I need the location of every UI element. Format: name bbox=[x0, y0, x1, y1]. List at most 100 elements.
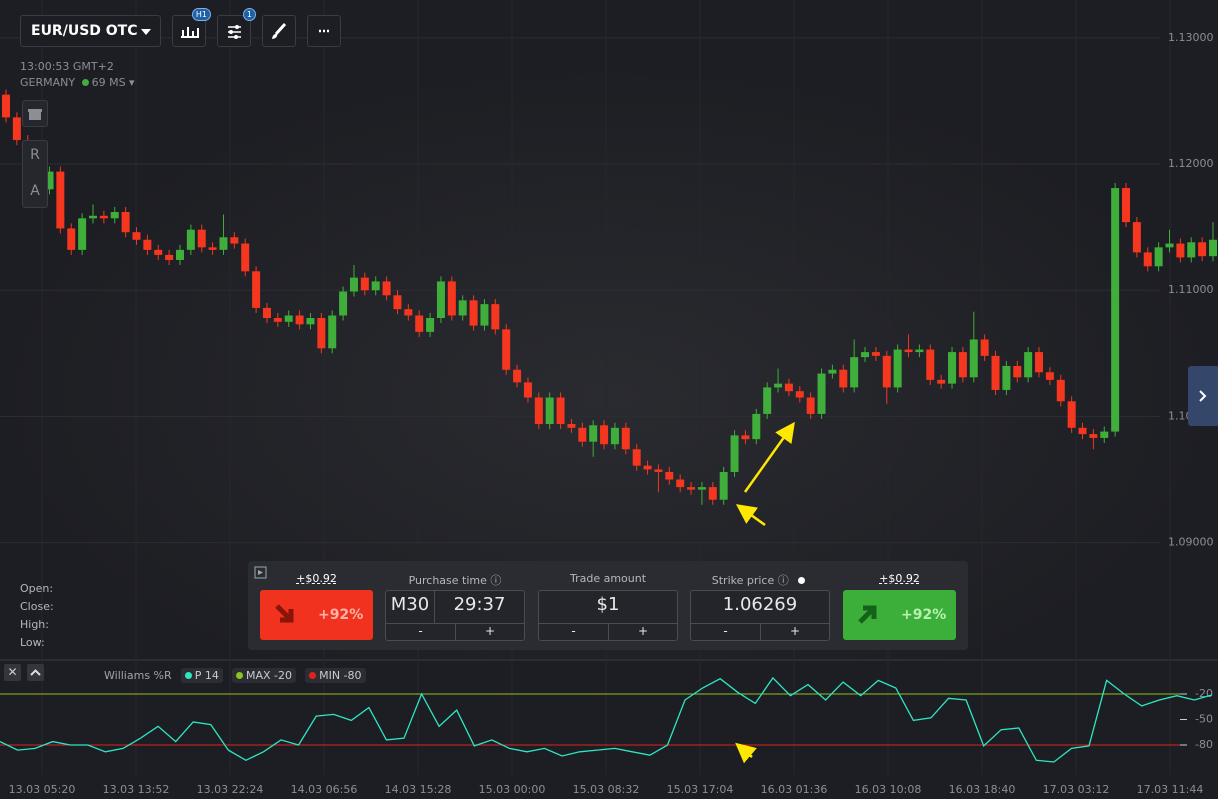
candle-body bbox=[958, 352, 967, 378]
increase-button[interactable]: + bbox=[484, 624, 496, 638]
put-button[interactable]: +92% bbox=[260, 590, 373, 640]
candle-body bbox=[78, 218, 87, 250]
candle-body bbox=[404, 309, 413, 316]
amount[interactable]: $1 bbox=[596, 594, 620, 615]
x-tick-label: 13.03 05:20 bbox=[9, 783, 76, 796]
symbol-selector[interactable]: EUR/USD OTC bbox=[20, 15, 161, 47]
expand-panel-button[interactable] bbox=[1188, 366, 1218, 426]
down-arrow-icon bbox=[275, 604, 294, 623]
trade-amount-input: $1 - + bbox=[538, 590, 678, 641]
candle-body bbox=[621, 427, 630, 450]
candle-body bbox=[208, 247, 217, 250]
candle-body bbox=[284, 315, 293, 322]
candle-body bbox=[1100, 431, 1109, 438]
candle-body bbox=[589, 425, 598, 442]
tool-a[interactable]: A bbox=[30, 183, 40, 199]
label-text: Purchase time bbox=[408, 574, 487, 587]
candle-body bbox=[197, 229, 206, 248]
tool-r[interactable]: R bbox=[30, 147, 40, 163]
call-button[interactable]: +92% bbox=[843, 590, 956, 640]
candle-body bbox=[241, 243, 250, 272]
status-dot bbox=[81, 79, 89, 86]
chart-background bbox=[0, 0, 1218, 660]
increase-button[interactable]: + bbox=[637, 624, 649, 638]
expiry-mode[interactable]: M30 bbox=[390, 594, 430, 615]
candles-icon bbox=[181, 27, 199, 38]
put-percent: +92% bbox=[318, 607, 364, 623]
more-button[interactable] bbox=[307, 15, 341, 47]
candle-body bbox=[132, 232, 141, 240]
candle-body bbox=[1209, 239, 1217, 257]
candle-body bbox=[817, 373, 826, 414]
candle-body bbox=[708, 487, 717, 500]
candle-body bbox=[665, 471, 674, 480]
candle-body bbox=[719, 471, 728, 500]
candle-body bbox=[252, 271, 261, 308]
candle-body bbox=[1198, 242, 1207, 257]
candle-body bbox=[904, 349, 913, 353]
decrease-button[interactable]: - bbox=[418, 624, 423, 638]
annotation-arrow bbox=[743, 421, 795, 493]
candle-body bbox=[991, 355, 1000, 390]
candle-body bbox=[926, 349, 935, 380]
collapse-indicator-button[interactable] bbox=[27, 664, 44, 681]
min-value: -80 bbox=[343, 669, 362, 682]
trade-panel: +$0.92 +92% Purchase time ⓘ M30 29:37 - … bbox=[248, 561, 968, 650]
x-tick-label: 14.03 15:28 bbox=[385, 783, 452, 796]
call-payout: +$0.92 bbox=[879, 572, 920, 585]
candle-body bbox=[110, 212, 119, 219]
draw-button[interactable] bbox=[262, 15, 296, 47]
candle-body bbox=[687, 487, 696, 490]
candle-body bbox=[980, 339, 989, 356]
candle-body bbox=[360, 277, 369, 291]
candle-body bbox=[295, 315, 304, 325]
gift-button[interactable] bbox=[22, 100, 48, 127]
candle-body bbox=[1013, 365, 1022, 378]
x-tick-label: 15.03 17:04 bbox=[667, 783, 734, 796]
candle-body bbox=[741, 435, 750, 440]
candle-body bbox=[937, 379, 946, 384]
candle-body bbox=[99, 215, 108, 219]
candle-body bbox=[600, 425, 609, 445]
candle-body bbox=[1111, 188, 1120, 432]
candle-body bbox=[784, 383, 793, 392]
annotation-arrow bbox=[735, 504, 766, 527]
ohlc-label: Close: bbox=[20, 600, 54, 613]
candle-body bbox=[1089, 434, 1098, 438]
indicators-button[interactable]: 1 bbox=[217, 8, 256, 47]
panel-toggle[interactable] bbox=[254, 566, 268, 580]
y-tick-label: 1.11000 bbox=[1168, 283, 1214, 296]
y-tick-label: -80 bbox=[1195, 738, 1213, 751]
candle-body bbox=[339, 291, 348, 316]
y-tick-label: 1.12000 bbox=[1168, 157, 1214, 170]
sliders-icon bbox=[228, 25, 241, 39]
timeframe-button[interactable]: H1 bbox=[172, 8, 211, 47]
candle-body bbox=[567, 424, 576, 428]
candle-body bbox=[578, 427, 587, 442]
candle-body bbox=[45, 171, 54, 190]
server-name: GERMANY bbox=[20, 76, 76, 89]
ohlc-label: Open: bbox=[20, 582, 54, 595]
ohlc-label: Low: bbox=[20, 636, 45, 649]
decrease-button[interactable]: - bbox=[571, 624, 576, 638]
candle-body bbox=[697, 487, 706, 490]
candle-body bbox=[480, 304, 489, 326]
candle-body bbox=[273, 318, 282, 322]
expiry-time[interactable]: 29:37 bbox=[453, 594, 506, 615]
candle-body bbox=[1056, 379, 1065, 402]
strike-price[interactable]: 1.06269 bbox=[722, 594, 798, 615]
decrease-button[interactable]: - bbox=[723, 624, 728, 638]
candle-body bbox=[67, 228, 76, 250]
candle-body bbox=[730, 435, 739, 472]
close-indicator-button[interactable]: ✕ bbox=[4, 664, 21, 681]
y-tick-label: 1.09000 bbox=[1168, 536, 1214, 549]
x-tick-label: 14.03 06:56 bbox=[291, 783, 358, 796]
candle-body bbox=[534, 397, 543, 425]
increase-button[interactable]: + bbox=[789, 624, 801, 638]
candle-body bbox=[513, 369, 522, 383]
candle-body bbox=[774, 383, 783, 388]
candle-body bbox=[893, 349, 902, 388]
candle-body bbox=[121, 212, 130, 233]
x-tick-label: 16.03 18:40 bbox=[949, 783, 1016, 796]
